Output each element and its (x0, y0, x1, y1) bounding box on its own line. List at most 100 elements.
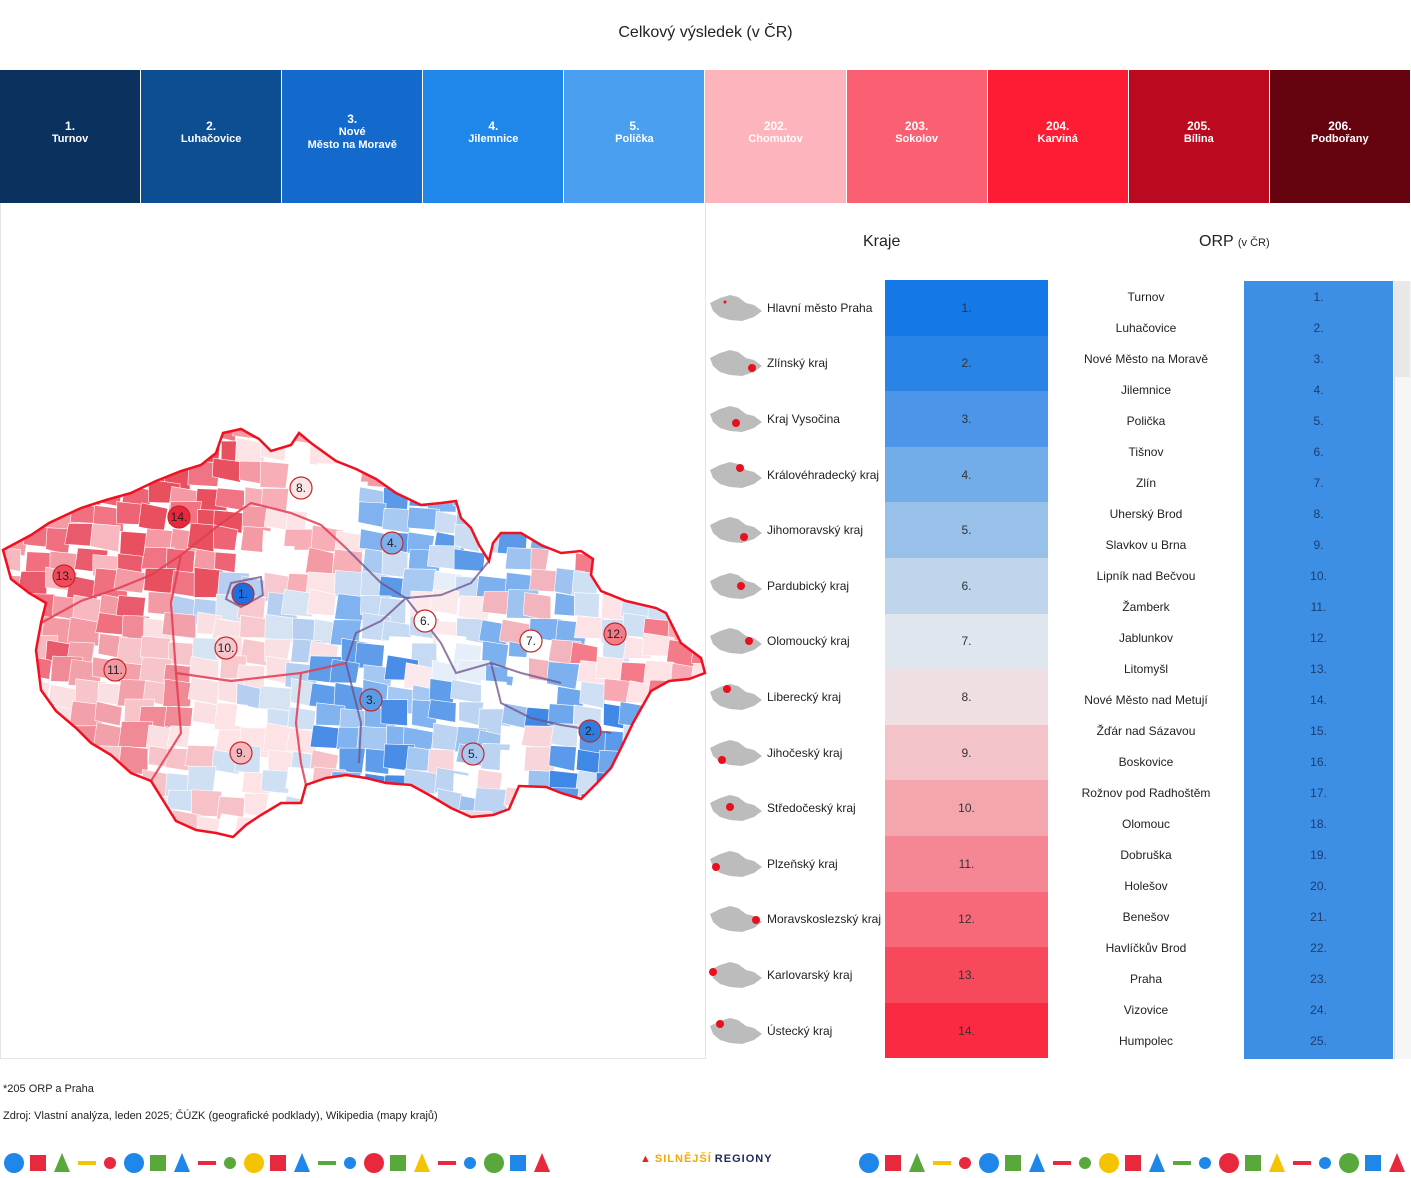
orp-map-cell (476, 462, 508, 488)
region-rank-marker[interactable]: 2. (578, 719, 602, 743)
kraj-row[interactable]: Ústecký kraj 14. (706, 1002, 1048, 1059)
ribbon-tile[interactable]: 1. Turnov (0, 70, 142, 203)
ribbon-tile[interactable]: 206. Podbořany (1269, 70, 1411, 203)
kraj-locator-map-icon (710, 1017, 762, 1044)
ribbon-tile[interactable]: 202. Chomutov (705, 70, 847, 203)
orp-row[interactable]: Zlín 7. (1048, 467, 1393, 498)
orp-map-cell (339, 441, 370, 466)
region-rank-marker[interactable]: 10. (214, 636, 238, 660)
orp-row[interactable]: Luhačovice 2. (1048, 312, 1393, 343)
ribbon-rank: 204. (1046, 118, 1070, 133)
orp-rank-cell: 13. (1244, 653, 1393, 684)
orp-rank-cell: 5. (1244, 405, 1393, 436)
kraj-row[interactable]: Hlavní město Praha 1. (706, 280, 1048, 336)
orp-map-cell (649, 524, 685, 548)
region-rank-marker[interactable]: 12. (603, 622, 627, 646)
orp-row[interactable]: Turnov 1. (1048, 281, 1393, 312)
orp-map-cell (256, 833, 291, 837)
orp-map-cell (672, 796, 700, 819)
kraj-row[interactable]: Liberecký kraj 8. (706, 669, 1048, 725)
orp-rank-cell: 16. (1244, 746, 1393, 777)
orp-map-cell (89, 789, 119, 818)
ribbon-tile[interactable]: 3. Nové Město na Moravě (282, 70, 424, 203)
orp-map-cell (232, 429, 264, 440)
region-rank-marker[interactable]: 14. (167, 505, 191, 529)
orp-map-cell (92, 771, 122, 798)
region-rank-marker[interactable]: 6. (413, 609, 437, 633)
orp-name: Holešov (1124, 878, 1168, 893)
orp-row[interactable]: Olomouc 18. (1048, 808, 1393, 839)
orp-map-cell (161, 612, 197, 639)
orp-row[interactable]: Tišnov 6. (1048, 436, 1393, 467)
region-rank-marker[interactable]: 13. (52, 564, 76, 588)
ribbon-tile[interactable]: 205. Bílina (1128, 70, 1270, 203)
orp-row[interactable]: Dobruška 19. (1048, 839, 1393, 870)
orp-scrollbar-thumb[interactable] (1395, 281, 1410, 377)
orp-row[interactable]: Uherský Brod 8. (1048, 498, 1393, 529)
kraje-heading: Kraje (863, 233, 901, 250)
region-rank-marker[interactable]: 3. (359, 688, 383, 712)
orp-row[interactable]: Lipník nad Bečvou 10. (1048, 560, 1393, 591)
orp-list[interactable]: Turnov 1. Luhačovice 2. Nové Město na Moravě… (1048, 281, 1393, 1059)
orp-row[interactable]: Slavkov u Brna 9. (1048, 529, 1393, 560)
kraj-row[interactable]: Pardubický kraj 6. (706, 557, 1048, 614)
orp-map-cell (627, 547, 658, 576)
orp-row[interactable]: Polička 5. (1048, 405, 1393, 436)
orp-map-cell (692, 680, 705, 708)
orp-row[interactable]: Humpolec 25. (1048, 1025, 1393, 1056)
orp-row[interactable]: Vizovice 24. (1048, 994, 1393, 1025)
orp-row[interactable]: Jablunkov 12. (1048, 622, 1393, 653)
kraj-rank-cell: 13. (885, 947, 1048, 1003)
orp-row[interactable]: Litomyšl 13. (1048, 653, 1393, 684)
orp-row[interactable]: Praha 23. (1048, 963, 1393, 994)
decorative-icon (438, 1161, 456, 1165)
ribbon-tile[interactable]: 2. Luhačovice (141, 70, 283, 203)
orp-row[interactable]: Boskovice 16. (1048, 746, 1393, 777)
kraj-row[interactable]: Středočeský kraj 10. (706, 780, 1048, 836)
orp-row[interactable]: Žďár nad Sázavou 15. (1048, 715, 1393, 746)
kraj-row[interactable]: Jihočeský kraj 9. (706, 724, 1048, 781)
kraj-row[interactable]: Královéhradecký kraj 4. (706, 446, 1048, 503)
orp-name: Uherský Brod (1109, 506, 1183, 521)
ribbon-tile[interactable]: 5. Polička (564, 70, 706, 203)
region-rank-marker[interactable]: 5. (461, 742, 485, 766)
kraj-row[interactable]: Moravskoslezský kraj 12. (706, 891, 1048, 948)
region-rank-marker[interactable]: 11. (103, 658, 127, 682)
orp-map-cell (476, 502, 506, 533)
orp-name: Nové Město na Moravě (1083, 351, 1209, 366)
region-rank-marker[interactable]: 7. (519, 629, 543, 653)
kraj-row[interactable]: Jihomoravský kraj 5. (706, 502, 1048, 558)
kraj-row[interactable]: Karlovarský kraj 13. (706, 947, 1048, 1003)
kraj-row[interactable]: Plzeňský kraj 11. (706, 835, 1048, 892)
region-rank-marker[interactable]: 4. (380, 531, 404, 555)
orp-map-cell (478, 441, 506, 472)
orp-scrollbar[interactable] (1394, 281, 1411, 1059)
orp-row[interactable]: Nové Město na Moravě 3. (1048, 343, 1393, 374)
orp-row[interactable]: Nové Město nad Metují 14. (1048, 684, 1393, 715)
orp-map-cell (386, 429, 415, 443)
kraj-row[interactable]: Kraj Vysočina 3. (706, 391, 1048, 447)
decorative-icon (390, 1155, 406, 1171)
kraj-row[interactable]: Olomoucký kraj 7. (706, 613, 1048, 670)
orp-row[interactable]: Jilemnice 4. (1048, 374, 1393, 405)
orp-map-cell (3, 596, 37, 627)
orp-rank-cell: 21. (1244, 901, 1393, 932)
region-rank-marker-label: 9. (236, 746, 246, 760)
orp-row[interactable]: Šternberk26. (1048, 1056, 1393, 1059)
region-rank-marker[interactable]: 1. (231, 582, 255, 606)
orp-row[interactable]: Rožnov pod Radhoštěm 17. (1048, 777, 1393, 808)
orp-name: Nové Město nad Metují (1084, 692, 1208, 707)
region-rank-marker[interactable]: 9. (229, 741, 253, 765)
kraj-row[interactable]: Zlínský kraj 2. (706, 335, 1048, 392)
orp-row[interactable]: Havlíčkův Brod 22. (1048, 932, 1393, 963)
ribbon-tile[interactable]: 204. Karviná (987, 70, 1129, 203)
orp-name: Žamberk (1122, 599, 1170, 614)
orp-rank-cell: 22. (1244, 932, 1393, 963)
orp-row[interactable]: Holešov 20. (1048, 870, 1393, 901)
orp-map-cell (603, 678, 633, 704)
ribbon-tile[interactable]: 203. Sokolov (846, 70, 988, 203)
orp-row[interactable]: Benešov 21. (1048, 901, 1393, 932)
ribbon-tile[interactable]: 4. Jilemnice (423, 70, 565, 203)
region-rank-marker[interactable]: 8. (289, 476, 313, 500)
orp-row[interactable]: Žamberk 11. (1048, 591, 1393, 622)
